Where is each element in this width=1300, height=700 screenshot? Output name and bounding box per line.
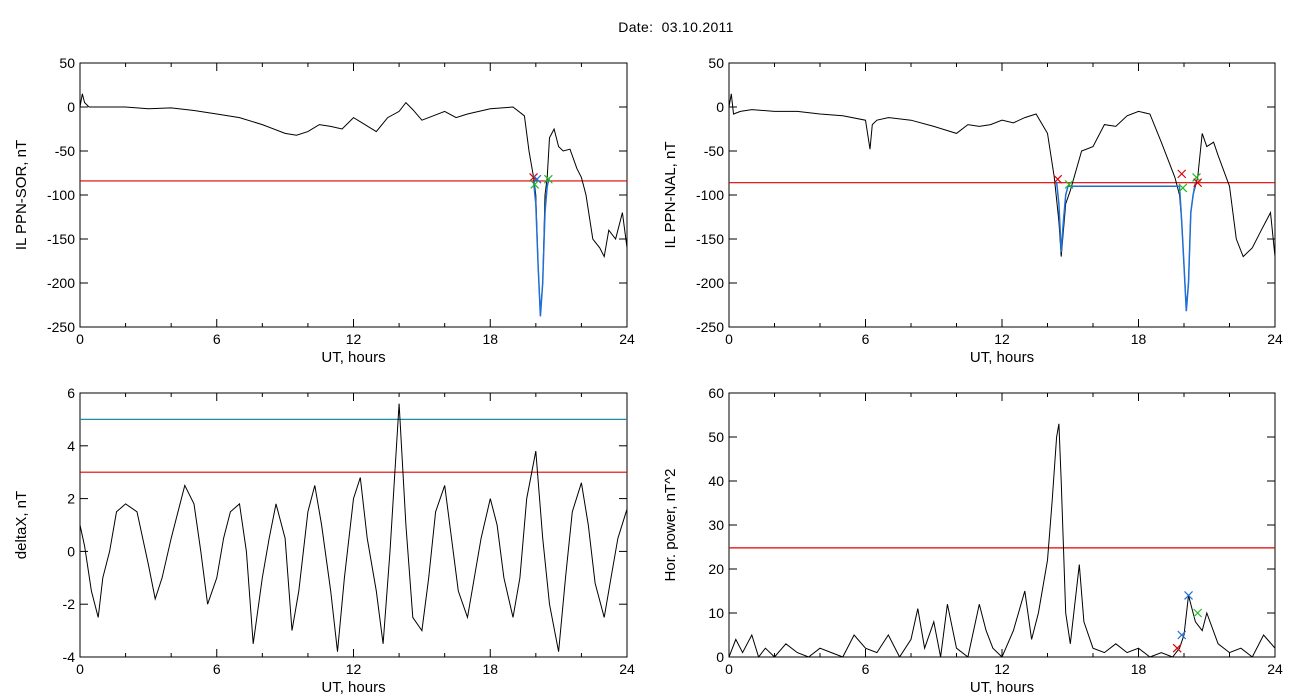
y-tick-label: -2 — [63, 596, 76, 612]
y-tick-label: -150 — [47, 231, 75, 247]
data-series-line — [729, 423, 1275, 657]
data-series-line — [80, 93, 627, 314]
x-tick-label: 0 — [725, 661, 733, 677]
y-tick-label: -100 — [47, 187, 75, 203]
data-series-line — [729, 93, 1275, 310]
x-tick-label: 18 — [482, 331, 498, 347]
event-marker — [543, 174, 553, 184]
page-title: Date: 03.10.2011 — [0, 19, 1300, 35]
x-tick-label: 24 — [619, 661, 635, 677]
data-series-line — [80, 403, 627, 652]
y-tick-label: -100 — [696, 187, 724, 203]
x-tick-label: 12 — [994, 661, 1010, 677]
x-tick-label: 12 — [346, 661, 362, 677]
x-tick-label: 6 — [862, 331, 870, 347]
x-tick-label: 6 — [213, 331, 221, 347]
x-tick-label: 12 — [346, 331, 362, 347]
x-tick-label: 0 — [725, 331, 733, 347]
x-tick-label: 6 — [213, 661, 221, 677]
y-tick-label: 30 — [708, 517, 724, 533]
x-tick-label: 18 — [482, 661, 498, 677]
x-axis-label: UT, hours — [970, 349, 1034, 366]
event-marker — [1053, 174, 1063, 184]
y-tick-label: 10 — [708, 605, 724, 621]
x-tick-label: 24 — [1267, 661, 1283, 677]
x-tick-label: 6 — [862, 661, 870, 677]
y-tick-label: 2 — [67, 491, 75, 507]
y-tick-label: -200 — [696, 275, 724, 291]
event-marker — [530, 180, 540, 189]
y-tick-label: 50 — [708, 429, 724, 445]
event-marker — [1192, 172, 1201, 182]
x-tick-label: 12 — [994, 331, 1010, 347]
x-axis-label: UT, hours — [321, 349, 385, 366]
y-tick-label: 0 — [716, 99, 724, 115]
y-tick-label: 0 — [716, 649, 724, 665]
x-axis-label: UT, hours — [321, 679, 385, 696]
chart-panel-1: 0 6 12 18 24 50 0 -50 -100 -150 -200 -250 UT, hours I… — [13, 55, 635, 366]
y-tick-label: -50 — [704, 143, 724, 159]
event-marker — [1193, 608, 1203, 618]
y-tick-label: 50 — [59, 55, 75, 71]
fit-line — [1055, 181, 1197, 312]
chart-panel-3: 0 6 12 18 24 6 4 2 0 -2 -4 UT, hours deltaX, nT — [13, 385, 635, 696]
x-axis-label: UT, hours — [970, 679, 1034, 696]
y-axis-label: Hor. power, nT^2 — [662, 469, 679, 582]
x-tick-label: 18 — [1131, 331, 1147, 347]
y-tick-label: -50 — [55, 143, 75, 159]
plot-frame — [728, 392, 1276, 658]
y-tick-label: 6 — [67, 385, 75, 401]
x-tick-label: 24 — [1267, 331, 1283, 347]
y-tick-label: -250 — [696, 319, 724, 335]
x-tick-label: 0 — [76, 661, 84, 677]
date-label: Date: — [618, 19, 654, 35]
y-tick-label: 0 — [67, 543, 75, 559]
chart-panel-2: 0 6 12 18 24 50 0 -50 -100 -150 -200 -250 UT, hours I… — [662, 55, 1283, 366]
y-tick-label: 20 — [708, 561, 724, 577]
y-tick-label: -150 — [696, 231, 724, 247]
y-tick-label: -250 — [47, 319, 75, 335]
event-marker — [1184, 590, 1193, 600]
fit-line — [532, 177, 551, 317]
y-tick-label: -4 — [63, 649, 76, 665]
y-tick-label: -200 — [47, 275, 75, 291]
x-tick-label: 18 — [1131, 661, 1147, 677]
y-tick-label: 4 — [67, 438, 75, 454]
x-tick-label: 24 — [619, 331, 635, 347]
x-tick-label: 0 — [76, 331, 84, 347]
event-marker — [1193, 178, 1203, 188]
chart-panel-4: 0 6 12 18 24 60 50 40 30 20 10 0 UT, hours Hor. power… — [662, 385, 1283, 696]
y-tick-label: 40 — [708, 473, 724, 489]
y-axis-label: IL PPN-NAL, nT — [662, 142, 679, 249]
date-value: 03.10.2011 — [661, 19, 734, 35]
event-marker — [532, 174, 542, 184]
plot-frame — [79, 392, 628, 658]
y-tick-label: 50 — [708, 55, 724, 71]
event-marker — [1172, 643, 1182, 653]
event-marker — [1177, 169, 1187, 179]
y-axis-label: deltaX, nT — [13, 491, 30, 559]
y-tick-label: 0 — [67, 99, 75, 115]
event-marker — [1178, 183, 1188, 193]
event-marker — [1177, 630, 1187, 640]
y-axis-label: IL PPN-SOR, nT — [13, 140, 30, 250]
event-marker — [1064, 180, 1074, 189]
y-tick-label: 60 — [708, 385, 724, 401]
